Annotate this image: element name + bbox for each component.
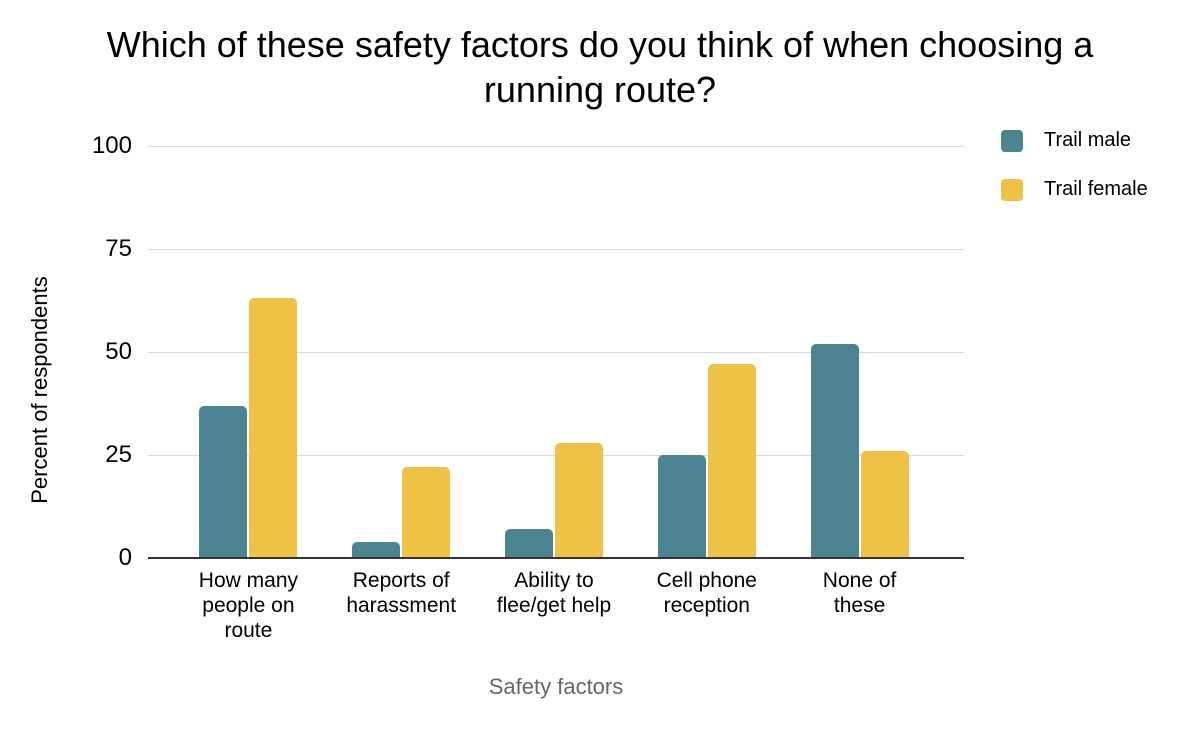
y-tick-0: 0: [118, 544, 132, 571]
y-tick-50: 50: [105, 338, 132, 365]
bar-trail-male-ability-to: [504, 529, 553, 558]
legend-item-trail-female: Trail female: [1001, 178, 1148, 201]
bar-trail-female-reports-of: [402, 467, 451, 558]
y-tick-75: 75: [105, 235, 132, 262]
bar-group-how-many: [172, 146, 325, 558]
legend-item-trail-male: Trail male: [1001, 129, 1148, 152]
bar-trail-male-reports-of: [352, 541, 401, 558]
x-label-cell-phone: Cell phone reception: [656, 569, 757, 617]
plot-area: [148, 146, 964, 559]
bar-trail-female-how-many: [249, 298, 298, 558]
x-label-how-many: How many people on route: [198, 569, 298, 642]
bar-trail-female-none-of: [860, 450, 909, 558]
bar-group-cell-phone: [630, 146, 783, 558]
gridline-100: [148, 146, 964, 147]
legend-label-trail-male: Trail male: [1044, 129, 1132, 151]
bar-group-reports-of: [325, 146, 478, 558]
bar-trail-female-cell-phone: [707, 364, 756, 558]
y-tick-25: 25: [105, 441, 132, 468]
gridline-50: [148, 352, 964, 353]
bar-trail-male-cell-phone: [657, 455, 706, 558]
gridline-75: [148, 249, 964, 250]
x-axis-labels: How many people on route Reports of haras…: [172, 568, 936, 643]
legend-swatch-trail-female: [1001, 178, 1023, 201]
legend-swatch-trail-male: [1001, 129, 1023, 152]
bar-group-ability-to: [478, 146, 631, 558]
legend: Trail male Trail female: [1001, 129, 1148, 227]
x-label-ability-to: Ability to flee/get help: [496, 569, 612, 617]
bar-trail-male-how-many: [199, 405, 248, 558]
bar-trail-female-ability-to: [554, 442, 603, 558]
y-tick-100: 100: [91, 132, 132, 159]
x-label-none-of: None of these: [822, 569, 897, 617]
bars-row: [172, 146, 936, 558]
x-axis-title: Safety factors: [488, 674, 624, 699]
bar-group-none-of: [783, 146, 936, 558]
chart-title: Which of these safety factors do you thi…: [106, 24, 1094, 110]
x-label-reports-of: Reports of harassment: [346, 569, 457, 617]
x-axis-line: [148, 557, 964, 559]
bar-trail-male-none-of: [810, 343, 859, 558]
legend-label-trail-female: Trail female: [1044, 178, 1148, 200]
y-axis-ticks: 0 25 50 75 100: [0, 132, 132, 571]
